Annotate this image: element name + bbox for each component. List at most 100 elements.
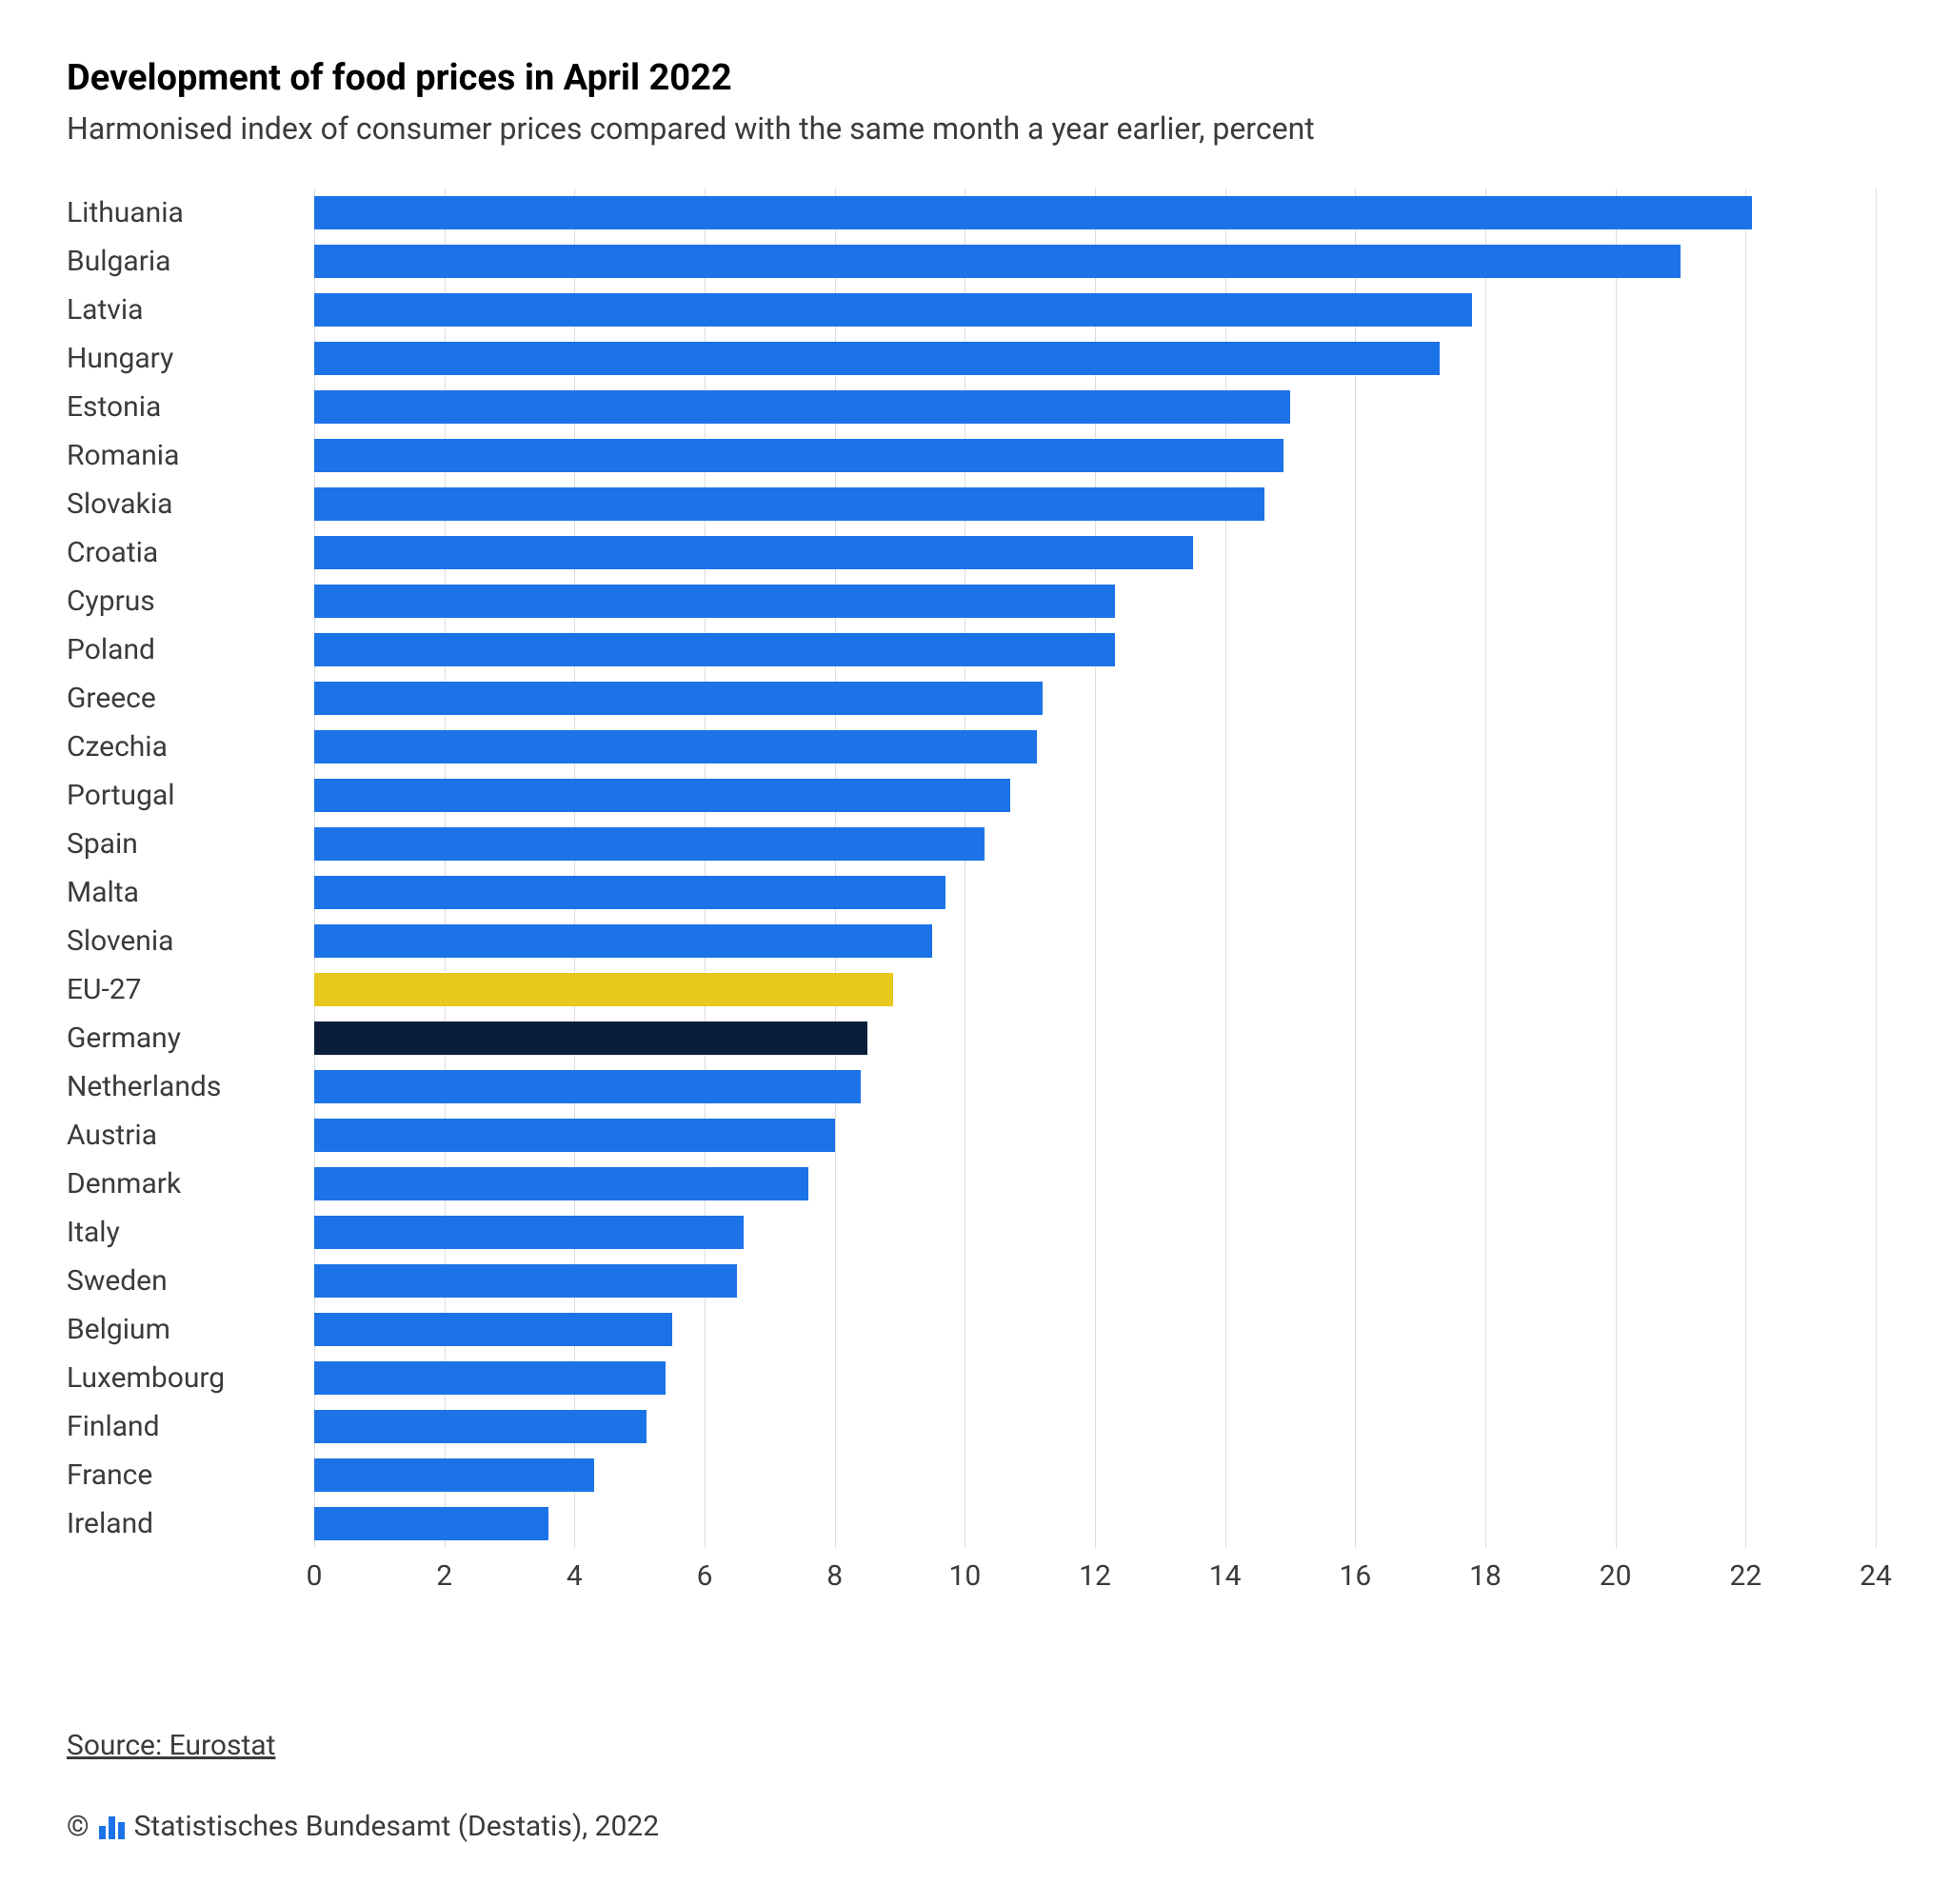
row-label: EU-27 [67, 973, 314, 1006]
bar-track [314, 1257, 1876, 1305]
row-label: Slovenia [67, 924, 314, 958]
bar [314, 924, 932, 959]
row-label: Belgium [67, 1313, 314, 1346]
bar-track [314, 431, 1876, 480]
chart-row: Austria [67, 1111, 1876, 1160]
bar [314, 682, 1043, 716]
chart-row: Denmark [67, 1160, 1876, 1208]
bar-track [314, 1354, 1876, 1402]
bar [314, 390, 1290, 425]
row-label: Luxembourg [67, 1361, 314, 1395]
row-label: Latvia [67, 293, 314, 327]
bar [314, 876, 945, 910]
chart-row: Belgium [67, 1305, 1876, 1354]
bar-track [314, 286, 1876, 334]
bar [314, 973, 893, 1007]
x-tick-label: 22 [1729, 1559, 1761, 1593]
bar [314, 1410, 647, 1444]
bar-track [314, 528, 1876, 577]
bar [314, 1216, 744, 1250]
row-label: Poland [67, 633, 314, 666]
row-label: Portugal [67, 779, 314, 812]
chart-row: Latvia [67, 286, 1876, 334]
row-label: Cyprus [67, 585, 314, 618]
bar-track [314, 771, 1876, 820]
bar-track [314, 1062, 1876, 1111]
gridline [1876, 188, 1877, 1548]
row-label: Malta [67, 876, 314, 909]
chart-row: Greece [67, 674, 1876, 723]
row-label: Denmark [67, 1167, 314, 1200]
bar-track [314, 334, 1876, 383]
x-tick-label: 2 [436, 1559, 452, 1593]
chart-row: Netherlands [67, 1062, 1876, 1111]
chart-row: Slovakia [67, 480, 1876, 528]
bar-track [314, 383, 1876, 431]
bar [314, 1070, 861, 1104]
chart-row: Lithuania [67, 188, 1876, 237]
row-label: Estonia [67, 390, 314, 424]
bar-track [314, 1499, 1876, 1548]
row-label: Ireland [67, 1507, 314, 1540]
chart-row: Spain [67, 820, 1876, 868]
chart-subtitle: Harmonised index of consumer prices comp… [67, 110, 1883, 147]
bar-track [314, 723, 1876, 771]
row-label: Finland [67, 1410, 314, 1443]
bar-track [314, 1451, 1876, 1499]
row-label: Greece [67, 682, 314, 715]
row-label: Czechia [67, 730, 314, 764]
bar-track [314, 237, 1876, 286]
row-label: Lithuania [67, 196, 314, 229]
x-tick-label: 0 [307, 1559, 323, 1593]
x-tick-label: 18 [1469, 1559, 1502, 1593]
bar-track [314, 1160, 1876, 1208]
row-label: Austria [67, 1119, 314, 1152]
chart-row: France [67, 1451, 1876, 1499]
bar [314, 1313, 672, 1347]
chart-row: Germany [67, 1014, 1876, 1062]
chart-title: Development of food prices in April 2022 [67, 57, 1883, 99]
bar-track [314, 188, 1876, 237]
x-tick-label: 10 [948, 1559, 981, 1593]
bar-track [314, 577, 1876, 625]
x-tick-label: 8 [826, 1559, 843, 1593]
x-tick-label: 24 [1860, 1559, 1892, 1593]
chart-row: Poland [67, 625, 1876, 674]
chart-row: Ireland [67, 1499, 1876, 1548]
row-label: Germany [67, 1021, 314, 1055]
source-link[interactable]: Source: Eurostat [67, 1729, 1883, 1762]
row-label: Slovakia [67, 487, 314, 521]
bar [314, 1264, 737, 1299]
chart-row: Bulgaria [67, 237, 1876, 286]
credit-line: © Statistisches Bundesamt (Destatis), 20… [67, 1810, 1883, 1843]
bar [314, 1119, 835, 1153]
bar-chart-icon [99, 1815, 125, 1839]
bar [314, 293, 1472, 327]
chart-row: EU-27 [67, 965, 1876, 1014]
x-tick-label: 16 [1339, 1559, 1371, 1593]
bar-chart: LithuaniaBulgariaLatviaHungaryEstoniaRom… [67, 188, 1876, 1624]
bar [314, 536, 1193, 570]
chart-row: Cyprus [67, 577, 1876, 625]
row-label: Sweden [67, 1264, 314, 1298]
row-label: Netherlands [67, 1070, 314, 1103]
chart-row: Luxembourg [67, 1354, 1876, 1402]
x-tick-label: 6 [697, 1559, 713, 1593]
bar [314, 1361, 666, 1396]
bar [314, 196, 1752, 230]
bar-track [314, 1305, 1876, 1354]
chart-row: Slovenia [67, 917, 1876, 965]
chart-row: Hungary [67, 334, 1876, 383]
chart-row: Czechia [67, 723, 1876, 771]
x-tick-label: 14 [1209, 1559, 1242, 1593]
row-label: France [67, 1458, 314, 1492]
x-axis: 024681012141618202224 [67, 1548, 1876, 1596]
bar-track [314, 820, 1876, 868]
row-label: Italy [67, 1216, 314, 1249]
bar [314, 439, 1283, 473]
bar [314, 730, 1037, 764]
bar [314, 342, 1440, 376]
bar-track [314, 674, 1876, 723]
chart-rows: LithuaniaBulgariaLatviaHungaryEstoniaRom… [67, 188, 1876, 1548]
x-tick-label: 12 [1079, 1559, 1111, 1593]
